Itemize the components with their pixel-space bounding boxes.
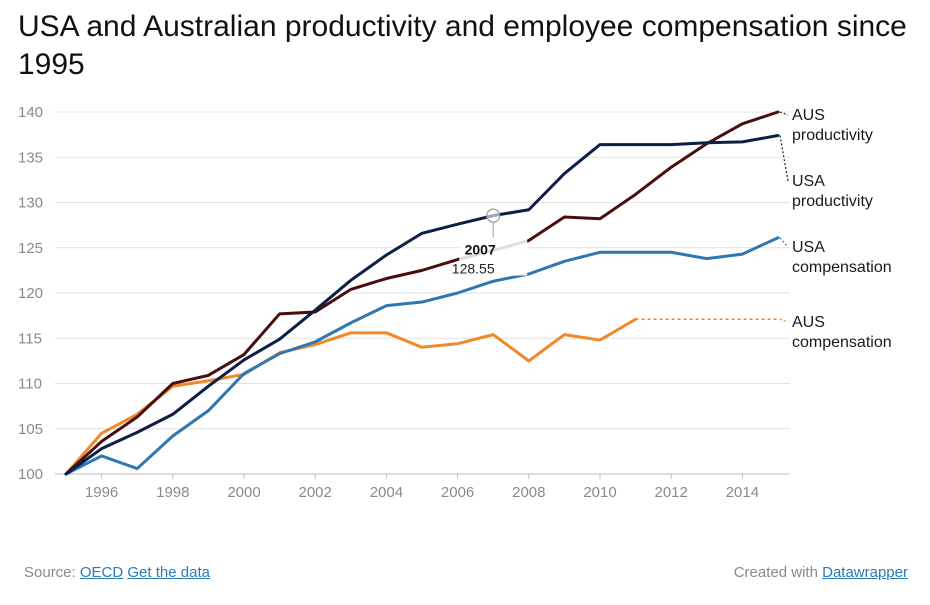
series-label-usa-compensation: USA compensation	[792, 239, 892, 276]
series-line-aus-compensation	[64, 317, 638, 476]
gridlines	[55, 111, 790, 475]
series-label-aus-compensation: AUS compensation	[792, 314, 892, 351]
annotation: 2007 128.55	[452, 208, 528, 277]
annotation-marker	[486, 208, 501, 223]
source-prefix: Source:	[24, 564, 76, 581]
get-data-link[interactable]: Get the data	[127, 564, 210, 581]
y-tick-label: 135	[18, 149, 43, 166]
label-connector	[779, 111, 789, 116]
source-link[interactable]: OECD	[79, 564, 124, 581]
datawrapper-link[interactable]: Datawrapper	[822, 564, 908, 581]
x-tick-label: 2004	[370, 484, 403, 501]
series-label-line: USA	[792, 173, 825, 190]
y-axis: 100 105 110 115 120 125 130 135 140	[18, 104, 43, 483]
annotation-year: 2007	[465, 242, 496, 258]
series-label-usa-productivity: USA productivity	[792, 173, 873, 210]
y-tick-label: 110	[18, 376, 42, 393]
series-label-aus-productivity: AUS productivity	[792, 107, 873, 144]
series-lines	[64, 110, 780, 476]
series-line-usa-productivity	[64, 134, 780, 476]
line-chart: 100 105 110 115 120 125 130 135 140 1996 1998 2000…	[18, 104, 892, 501]
x-tick-label: 2012	[655, 484, 688, 501]
x-tick-label: 2008	[512, 484, 545, 501]
x-tick-label: 2002	[299, 484, 332, 501]
label-connector	[779, 237, 789, 248]
chart-title: USA and Australian productivity and empl…	[18, 10, 907, 81]
series-label-line: USA	[792, 239, 825, 256]
x-tick-label: 2006	[441, 484, 474, 501]
x-tick-label: 1998	[156, 484, 189, 501]
credit-prefix: Created with	[733, 564, 818, 581]
source-line: Source: OECD Get the data	[24, 564, 210, 581]
series-label-line: AUS	[792, 107, 825, 124]
annotation-box	[459, 237, 528, 276]
label-connector	[779, 135, 789, 182]
x-tick-label: 2014	[726, 484, 759, 501]
series-label-line: productivity	[792, 127, 873, 144]
series-line-usa-compensation	[64, 236, 780, 476]
x-tick-label: 2000	[227, 484, 260, 501]
x-tick-label: 1996	[85, 484, 118, 501]
series-labels: AUS productivity USA productivity USA compens…	[779, 107, 892, 351]
y-tick-label: 125	[18, 240, 43, 257]
x-axis: 1996 1998 2000 2002 2004 2006 2008 2010 2012 2014	[85, 474, 759, 501]
y-tick-label: 120	[18, 285, 43, 302]
series-line-aus-productivity	[64, 110, 780, 476]
credit-line: Created with Datawrapper	[734, 564, 908, 581]
y-tick-label: 100	[18, 466, 43, 483]
x-tick-label: 2010	[583, 484, 616, 501]
series-label-line: AUS	[792, 314, 825, 331]
series-label-line: compensation	[792, 334, 892, 351]
y-tick-label: 105	[18, 421, 43, 438]
y-tick-label: 115	[18, 330, 42, 347]
y-tick-label: 130	[18, 195, 43, 212]
y-tick-label: 140	[18, 104, 43, 121]
annotation-value: 128.55	[452, 261, 495, 277]
label-connector	[779, 318, 789, 323]
series-label-line: compensation	[792, 259, 892, 276]
series-label-line: productivity	[792, 193, 873, 210]
